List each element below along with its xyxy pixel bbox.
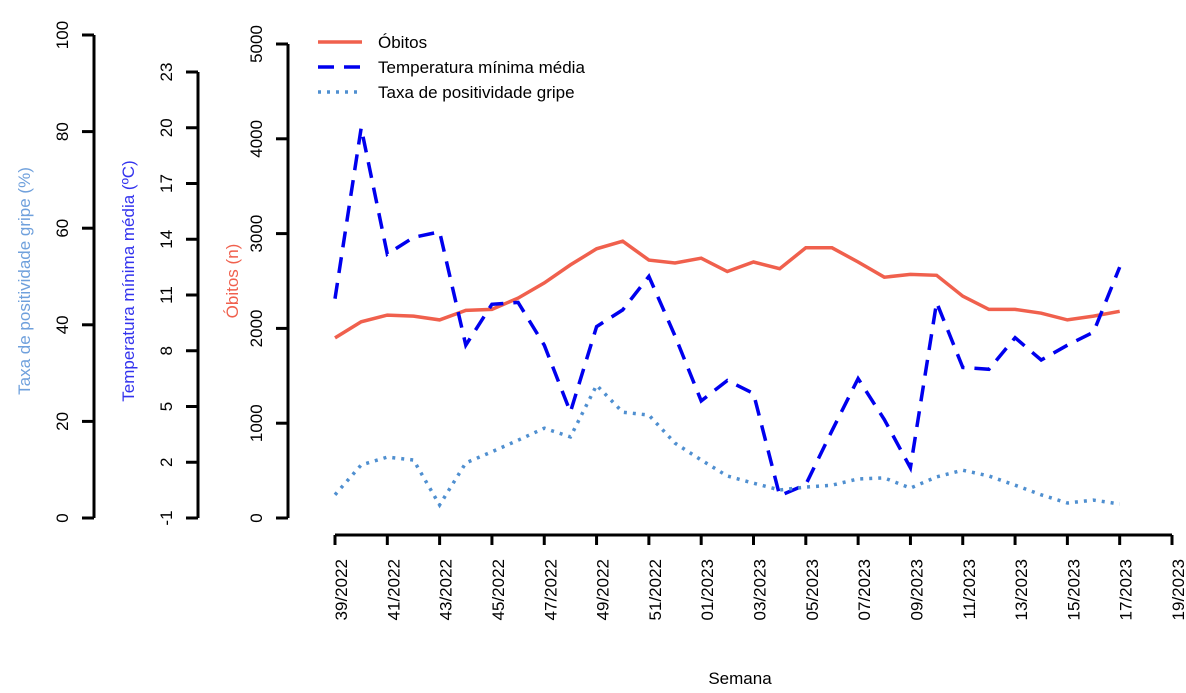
- x-tick-label: 39/2022: [332, 559, 351, 620]
- y-tick-label: 0: [247, 513, 266, 522]
- x-tick-label: 51/2022: [646, 559, 665, 620]
- y-tick-label: 100: [53, 21, 72, 49]
- x-tick-label: 43/2022: [437, 559, 456, 620]
- y-tick-label: 0: [53, 513, 72, 522]
- y-tick-label: 4000: [247, 120, 266, 158]
- y-axis-label: Óbitos (n): [223, 244, 242, 319]
- x-tick-label: 41/2022: [384, 559, 403, 620]
- y-tick-label: 40: [53, 315, 72, 334]
- legend-label: Taxa de positividade gripe: [378, 83, 575, 102]
- x-tick-label: 13/2023: [1012, 559, 1031, 620]
- x-tick-label: 07/2023: [855, 559, 874, 620]
- x-axis-label: Semana: [708, 669, 772, 688]
- y-tick-label: 11: [157, 286, 176, 304]
- y-tick-label: -1: [157, 510, 176, 525]
- x-tick-label: 09/2023: [907, 559, 926, 620]
- y-tick-label: 80: [53, 122, 72, 141]
- y-tick-label: 20: [53, 412, 72, 431]
- x-tick-label: 11/2023: [960, 559, 979, 619]
- y-tick-label: 20: [157, 118, 176, 137]
- y-tick-label: 17: [157, 174, 176, 193]
- x-tick-label: 15/2023: [1064, 559, 1083, 620]
- y-tick-label: 1000: [247, 404, 266, 442]
- y-tick-label: 2: [157, 458, 176, 467]
- y-tick-label: 60: [53, 219, 72, 238]
- y3-axis-label: Taxa de positividade gripe (%): [15, 167, 34, 395]
- x-tick-label: 05/2023: [803, 559, 822, 620]
- y-tick-label: 3000: [247, 215, 266, 253]
- y-tick-label: 5: [157, 402, 176, 411]
- y-tick-label: 5000: [247, 25, 266, 63]
- x-tick-label: 17/2023: [1117, 559, 1136, 620]
- data-line: [334, 239, 1121, 340]
- data-line: [333, 127, 1122, 499]
- x-tick-label: 19/2023: [1169, 559, 1186, 620]
- y2-axis-label: Temperatura mínima média (ºC): [119, 160, 138, 401]
- y-tick-label: 2000: [247, 309, 266, 347]
- x-tick-label: 03/2023: [751, 559, 770, 620]
- y-tick-label: 23: [157, 63, 176, 82]
- legend-label: Óbitos: [378, 33, 427, 52]
- data-line: [333, 382, 1120, 509]
- y-tick-label: 14: [157, 230, 176, 249]
- y-tick-label: 8: [157, 346, 176, 355]
- x-tick-label: 45/2022: [489, 559, 508, 620]
- x-tick-label: 49/2022: [594, 559, 613, 620]
- legend-label: Temperatura mínima média: [378, 58, 585, 77]
- x-tick-label: 47/2022: [541, 559, 560, 620]
- x-tick-label: 01/2023: [698, 559, 717, 620]
